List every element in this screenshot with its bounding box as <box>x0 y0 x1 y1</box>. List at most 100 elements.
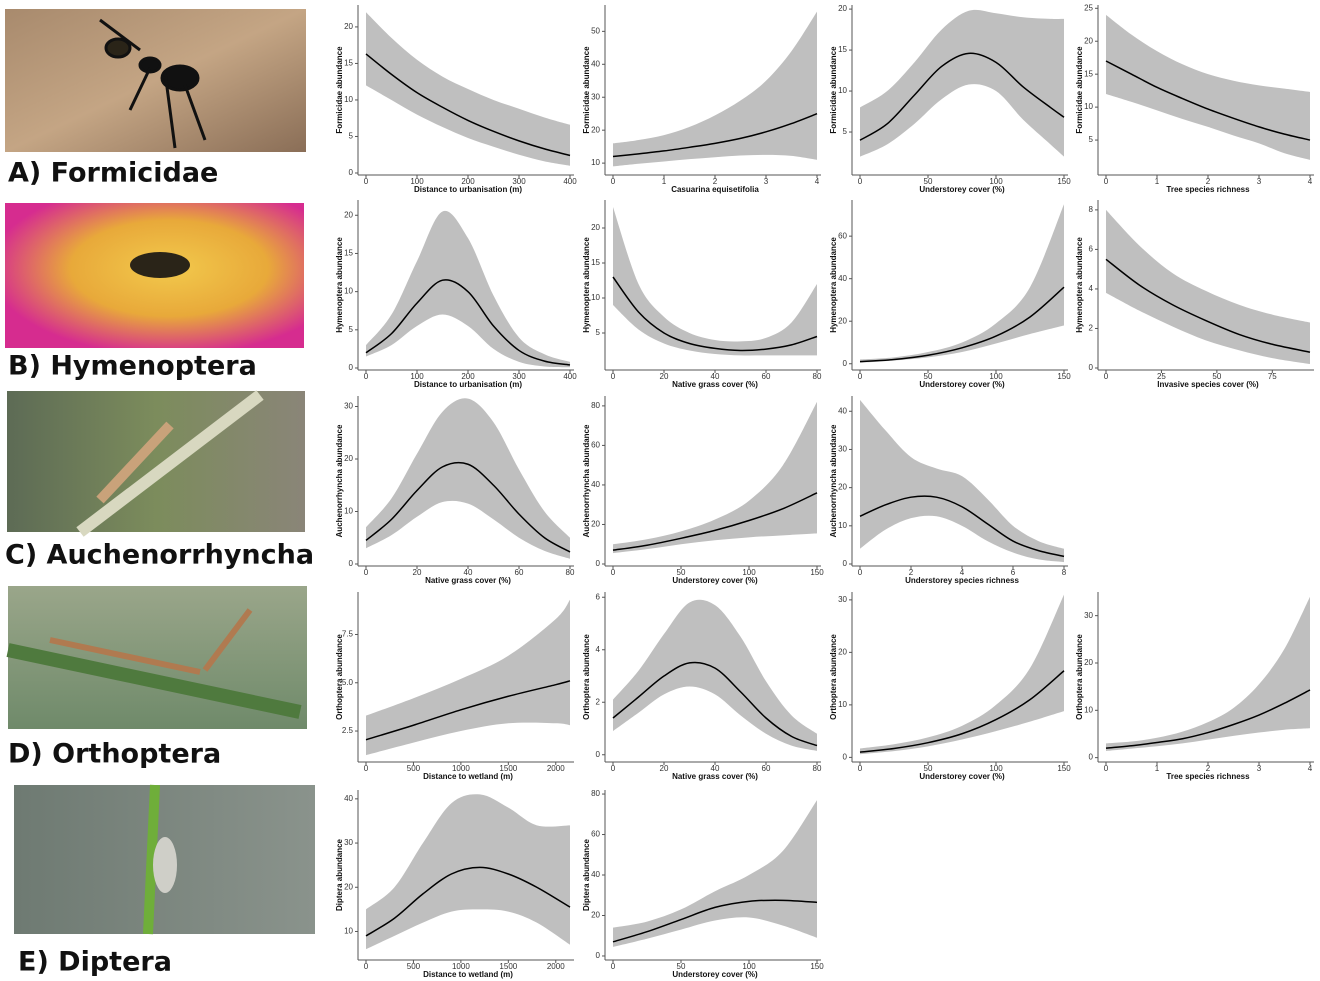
confidence-band <box>366 210 570 368</box>
y-axis-title: Diptera abundance <box>335 838 344 911</box>
confidence-band <box>366 794 570 950</box>
x-tick-label: 4 <box>960 568 965 577</box>
x-axis-title: Native grass cover (%) <box>672 380 758 389</box>
insect-sketch <box>130 252 190 278</box>
x-tick-label: 80 <box>566 568 575 577</box>
x-tick-label: 200 <box>461 372 475 381</box>
y-tick-label: 30 <box>344 838 353 847</box>
y-tick-label: 25 <box>1084 3 1093 12</box>
y-tick-label: 10 <box>591 293 600 302</box>
y-tick-label: 5 <box>1089 135 1094 144</box>
y-tick-label: 10 <box>838 700 847 709</box>
confidence-band <box>860 594 1064 755</box>
confidence-band <box>366 398 570 559</box>
y-axis-title: Auchenorrhyncha abundance <box>582 424 591 537</box>
y-tick-label: 15 <box>838 45 847 54</box>
y-tick-label: 0 <box>596 750 601 759</box>
y-tick-label: 2.5 <box>342 726 354 735</box>
x-tick-label: 0 <box>858 177 863 186</box>
x-tick-label: 0 <box>364 764 369 773</box>
y-tick-label: 10 <box>1084 102 1093 111</box>
y-tick-label: 20 <box>591 520 600 529</box>
fit-line <box>859 286 1065 363</box>
y-tick-label: 60 <box>838 231 847 240</box>
confidence-band <box>613 11 817 167</box>
y-tick-label: 10 <box>344 287 353 296</box>
y-tick-label: 20 <box>838 647 847 656</box>
fit-line <box>612 899 818 943</box>
x-tick-label: 1000 <box>452 962 470 971</box>
x-axis-title: Distance to urbanisation (m) <box>414 185 522 194</box>
x-tick-label: 400 <box>563 372 577 381</box>
y-tick-label: 6 <box>1089 245 1094 254</box>
x-tick-label: 1 <box>1155 764 1160 773</box>
x-tick-label: 0 <box>364 372 369 381</box>
x-tick-label: 100 <box>742 568 756 577</box>
x-tick-label: 40 <box>464 568 473 577</box>
x-tick-label: 60 <box>762 764 771 773</box>
y-tick-label: 20 <box>591 223 600 232</box>
y-tick-label: 0 <box>596 951 601 960</box>
x-tick-label: 150 <box>810 962 824 971</box>
confidence-band <box>613 207 817 356</box>
x-tick-label: 2 <box>1206 177 1211 186</box>
x-axis-title: Understorey cover (%) <box>919 185 1005 194</box>
leaf <box>6 643 302 719</box>
y-tick-label: 10 <box>344 95 353 104</box>
row-label: D) Orthoptera <box>8 739 221 770</box>
y-axis-title: Orthoptera abundance <box>582 634 591 720</box>
y-tick-label: 30 <box>591 92 600 101</box>
x-tick-label: 4 <box>1308 764 1313 773</box>
x-tick-label: 50 <box>677 962 686 971</box>
x-tick-label: 0 <box>364 177 369 186</box>
confidence-band <box>613 800 817 947</box>
y-axis-title: Hymenoptera abundance <box>335 237 344 333</box>
y-tick-label: 4 <box>1089 284 1094 293</box>
row-label: A) Formicidae <box>8 158 218 189</box>
x-tick-label: 100 <box>989 764 1003 773</box>
x-tick-label: 50 <box>924 764 933 773</box>
y-tick-label: 5 <box>349 132 354 141</box>
x-tick-label: 20 <box>660 372 669 381</box>
y-tick-label: 0 <box>349 168 354 177</box>
y-tick-label: 40 <box>838 406 847 415</box>
y-tick-label: 40 <box>591 870 600 879</box>
x-tick-label: 100 <box>410 372 424 381</box>
y-tick-label: 20 <box>344 22 353 31</box>
y-axis-title: Orthoptera abundance <box>1075 634 1084 720</box>
y-tick-label: 20 <box>838 316 847 325</box>
y-tick-label: 20 <box>838 483 847 492</box>
x-tick-label: 0 <box>858 568 863 577</box>
x-tick-label: 75 <box>1268 372 1277 381</box>
x-axis-title: Invasive species cover (%) <box>1157 380 1259 389</box>
x-axis-title: Distance to wetland (m) <box>423 772 513 781</box>
x-tick-label: 150 <box>810 568 824 577</box>
y-tick-label: 0 <box>596 559 601 568</box>
x-tick-label: 25 <box>1157 372 1166 381</box>
x-tick-label: 20 <box>413 568 422 577</box>
y-axis-title: Auchenorrhyncha abundance <box>829 424 838 537</box>
confidence-band <box>366 599 570 756</box>
confidence-band <box>366 12 570 166</box>
x-axis-title: Distance to wetland (m) <box>423 970 513 979</box>
confidence-band <box>860 9 1064 157</box>
y-tick-label: 30 <box>344 402 353 411</box>
x-tick-label: 0 <box>858 372 863 381</box>
y-tick-label: 20 <box>344 882 353 891</box>
fit-line <box>365 866 571 937</box>
y-axis-title: Diptera abundance <box>582 838 591 911</box>
x-axis-title: Understorey species richness <box>905 576 1019 585</box>
x-tick-label: 0 <box>1104 764 1109 773</box>
x-tick-label: 8 <box>1062 568 1067 577</box>
x-tick-label: 3 <box>1257 764 1262 773</box>
photo <box>5 9 306 152</box>
confidence-band <box>860 399 1064 563</box>
confidence-band <box>1106 209 1310 365</box>
x-tick-label: 60 <box>515 568 524 577</box>
y-tick-label: 7.5 <box>342 630 354 639</box>
row-label: E) Diptera <box>18 947 172 978</box>
confidence-band <box>860 204 1064 363</box>
y-tick-label: 0 <box>1089 363 1094 372</box>
y-tick-label: 60 <box>591 830 600 839</box>
x-tick-label: 80 <box>813 764 822 773</box>
